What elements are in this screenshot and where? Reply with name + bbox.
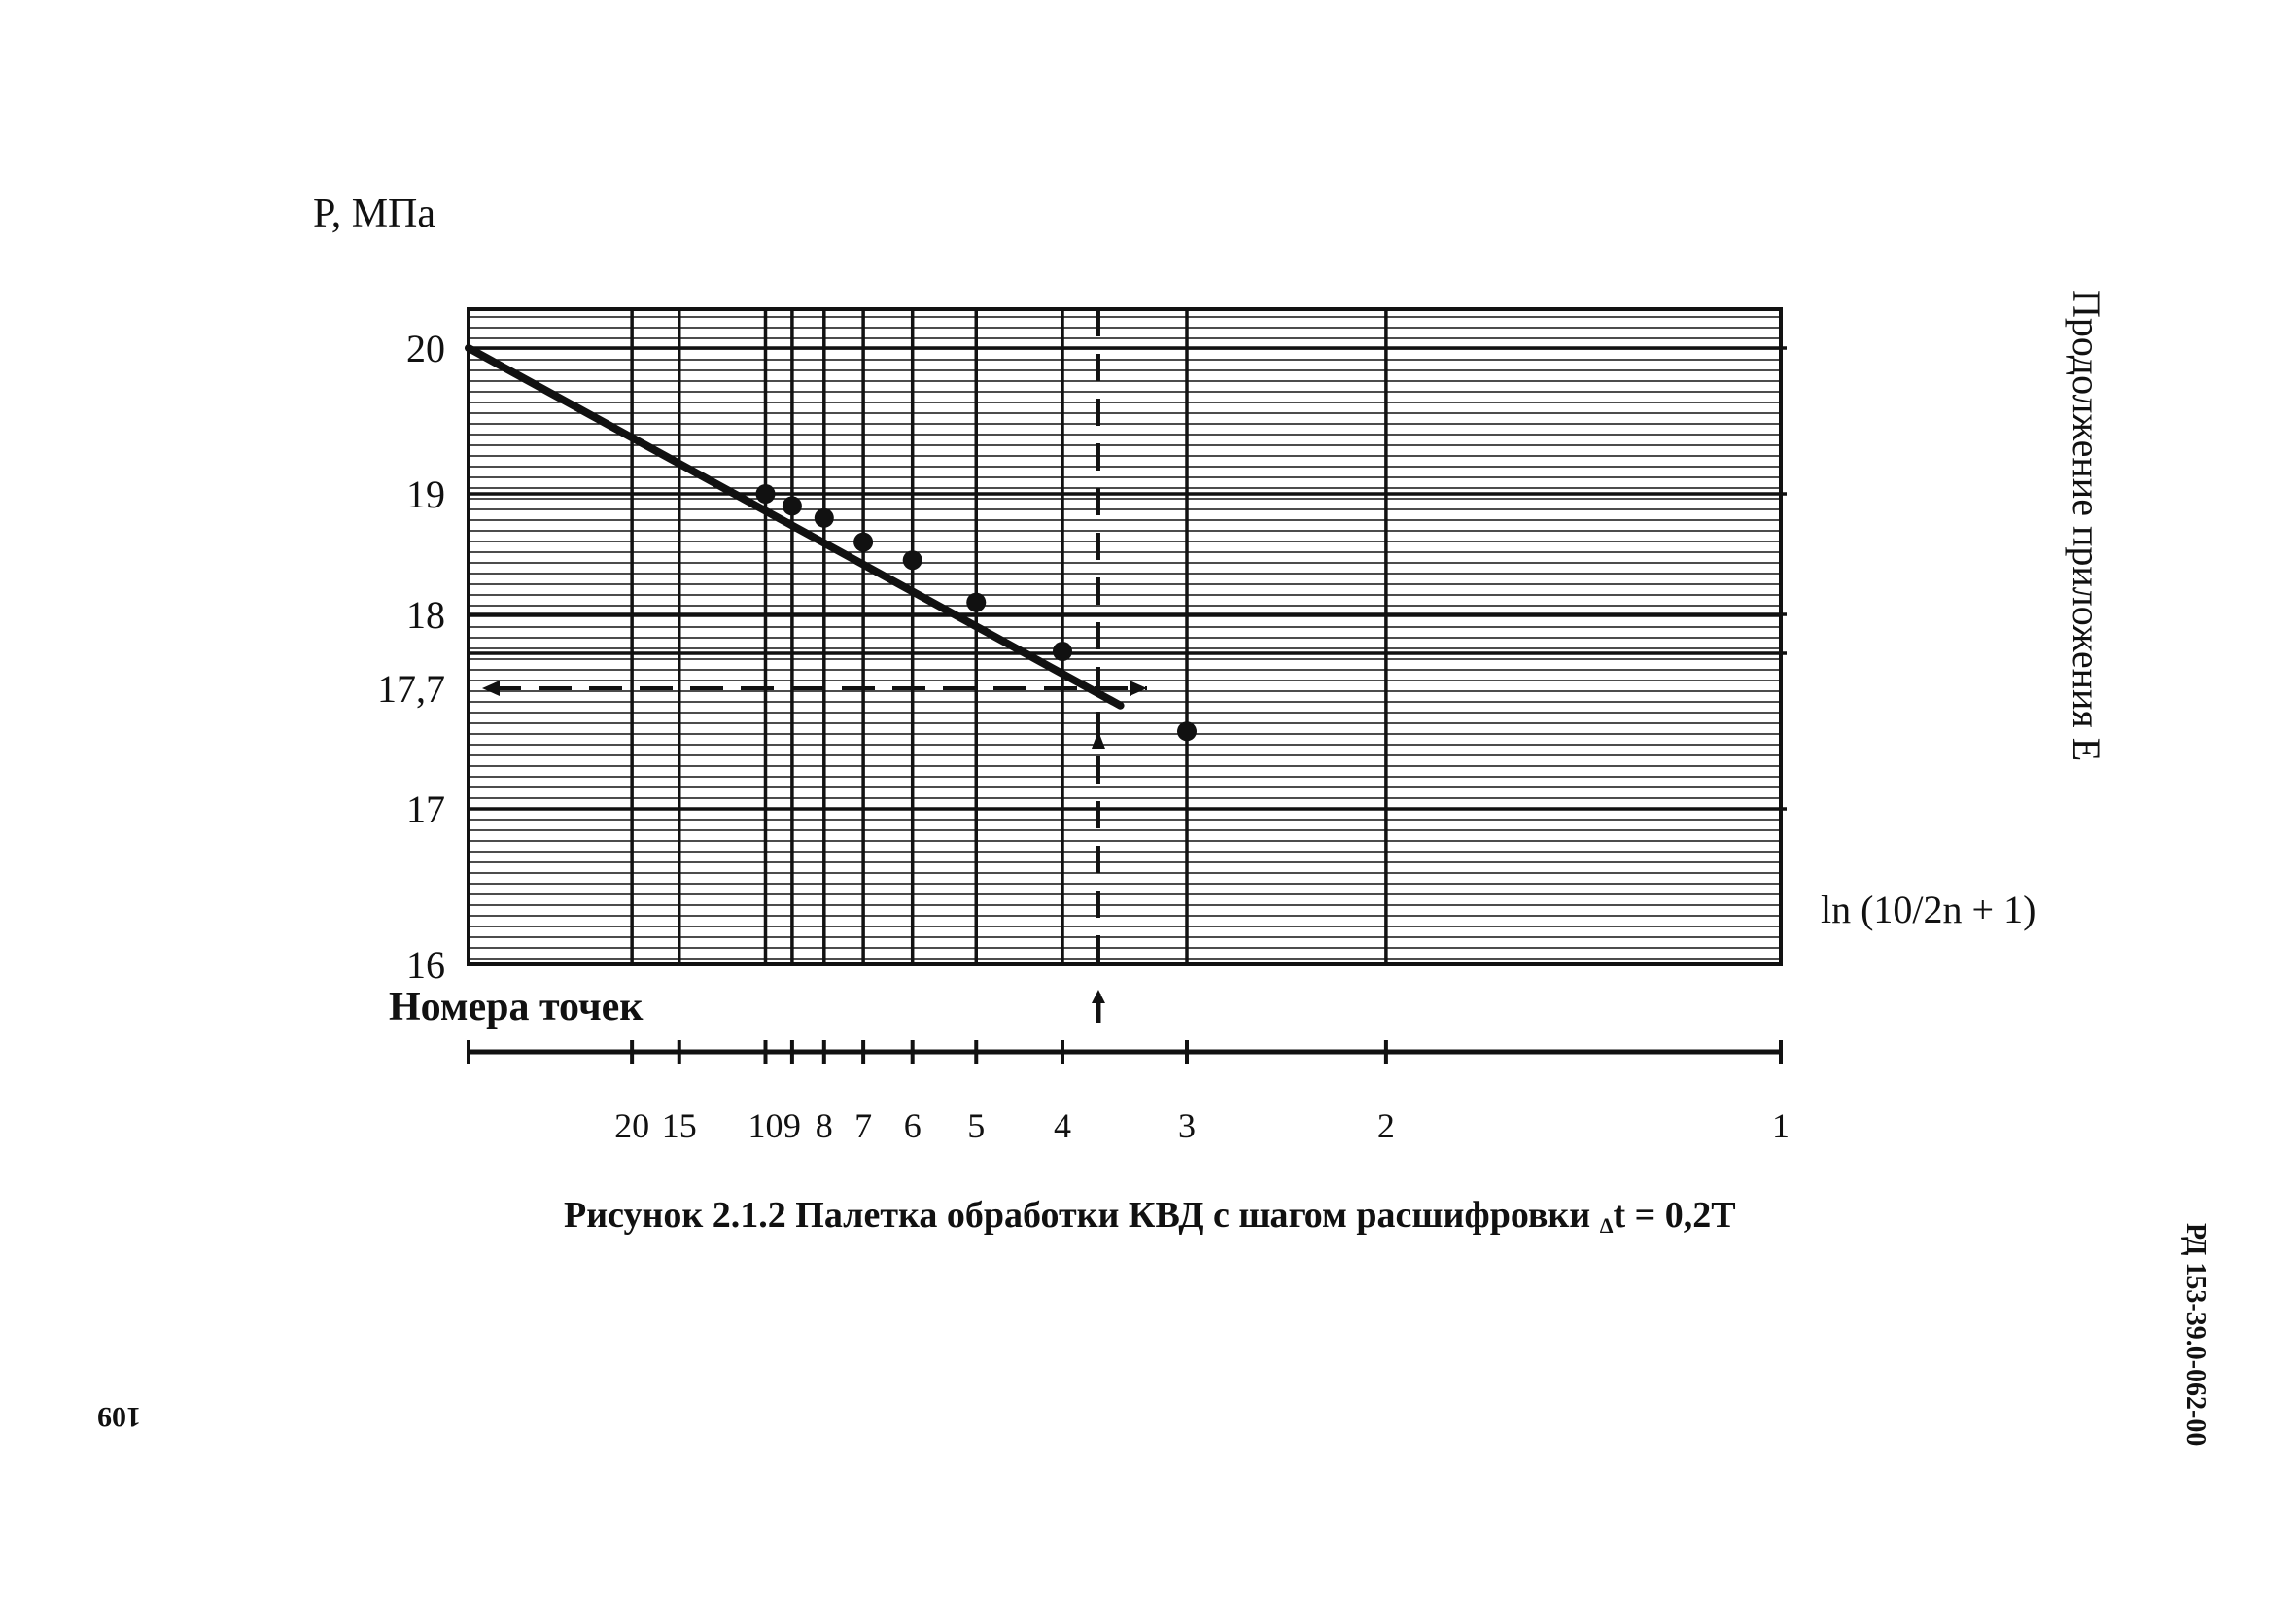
- y-tick-label: 19: [406, 472, 445, 516]
- data-point: [902, 550, 922, 571]
- y-tick-label: 17,7: [377, 667, 445, 711]
- data-point: [782, 496, 802, 516]
- x-tick-label: 1: [1772, 1106, 1790, 1145]
- y-tick-label: 20: [406, 327, 445, 370]
- data-point: [814, 507, 834, 528]
- x-tick-label: 20: [614, 1106, 649, 1145]
- caption-delta: Δ: [1599, 1213, 1614, 1238]
- x-tick-label: 6: [904, 1106, 922, 1145]
- x-tick-label: 8: [816, 1106, 833, 1145]
- caption-suffix: t = 0,2Т: [1613, 1195, 1736, 1236]
- x-tick-label: 15: [662, 1106, 697, 1145]
- x-tick-label: 2: [1377, 1106, 1395, 1145]
- data-point: [1052, 642, 1072, 661]
- document-code: РД 153-39.0-062-00: [2180, 1223, 2210, 1447]
- reading-marker-arrow: [1091, 990, 1105, 1003]
- data-point: [1177, 721, 1198, 742]
- x-tick-label: 10: [748, 1106, 783, 1145]
- y-tick-label: 16: [406, 943, 445, 987]
- caption-prefix: Рисунок 2.1.2 Палетка обработки КВД с ша…: [564, 1195, 1600, 1236]
- y-axis-label: P, МПа: [313, 192, 436, 236]
- y-tick-label: 17: [406, 787, 445, 831]
- x-tick-label: 4: [1054, 1106, 1071, 1145]
- reading-arrowhead: [482, 681, 500, 696]
- figure-caption: Рисунок 2.1.2 Палетка обработки КВД с ша…: [564, 1194, 1736, 1239]
- fit-line: [465, 344, 1125, 710]
- x-tick-label: 7: [854, 1106, 872, 1145]
- appendix-continuation-note: Продолжение приложения Е: [2065, 290, 2108, 762]
- data-point: [966, 592, 987, 612]
- point-numbers-label: Номера точек: [389, 985, 644, 1030]
- reading-arrowhead: [1130, 681, 1147, 696]
- x-axis-label: ln (10/2n + 1): [1821, 888, 2036, 931]
- data-point: [853, 532, 874, 552]
- reading-arrowhead: [1091, 731, 1105, 749]
- data-point: [755, 484, 776, 504]
- y-tick-label: 18: [406, 593, 445, 637]
- plot-frame: [467, 307, 1783, 966]
- x-tick-label: 9: [783, 1106, 801, 1145]
- x-tick-label: 3: [1178, 1106, 1196, 1145]
- x-tick-label: 5: [967, 1106, 985, 1145]
